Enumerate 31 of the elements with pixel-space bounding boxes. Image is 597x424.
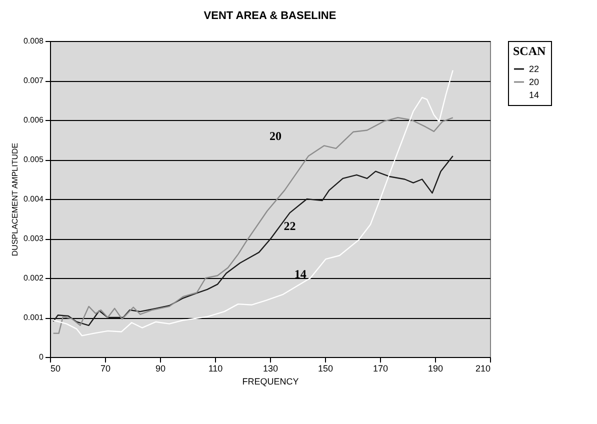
line-series bbox=[52, 70, 454, 336]
legend-title: SCAN bbox=[513, 44, 546, 58]
y-tick-label: 0.003 bbox=[23, 234, 44, 243]
y-tick-label: 0.005 bbox=[23, 155, 44, 164]
x-tick-label: 170 bbox=[372, 364, 388, 374]
x-tick-label: 210 bbox=[475, 364, 490, 374]
chart-title: VENT AREA & BASELINE bbox=[204, 10, 336, 22]
y-axis-title: DUSPLACEMENT AMPLITUDE bbox=[10, 142, 20, 256]
x-tick-label: 190 bbox=[428, 364, 444, 374]
line-series bbox=[52, 155, 454, 326]
x-tick-label: 150 bbox=[318, 364, 334, 374]
y-tick-label: 0.007 bbox=[23, 76, 44, 85]
y-tick-label: 0.006 bbox=[23, 116, 44, 124]
series-label: 14 bbox=[294, 267, 306, 282]
x-tick-label: 110 bbox=[208, 364, 223, 374]
legend-label: 20 bbox=[529, 77, 540, 87]
x-tick-label: 90 bbox=[155, 364, 166, 374]
line-series bbox=[52, 117, 454, 334]
y-tick-label: 0 bbox=[39, 352, 44, 362]
y-tick-label: 0.001 bbox=[23, 313, 44, 322]
y-tick-label: 0.002 bbox=[23, 274, 44, 282]
y-tick-label: 0.008 bbox=[23, 36, 44, 46]
x-axis-title: FREQUENCY bbox=[242, 376, 299, 386]
y-tick-label: 0.004 bbox=[23, 194, 44, 204]
annotation: 20 bbox=[270, 128, 282, 143]
legend-label: 22 bbox=[529, 64, 540, 74]
text: 14 bbox=[529, 90, 540, 100]
x-tick-label: 50 bbox=[50, 364, 61, 374]
x-tick-label: 70 bbox=[100, 364, 111, 374]
x-tick-label: 130 bbox=[262, 364, 278, 374]
annotation: 22 bbox=[284, 218, 296, 233]
